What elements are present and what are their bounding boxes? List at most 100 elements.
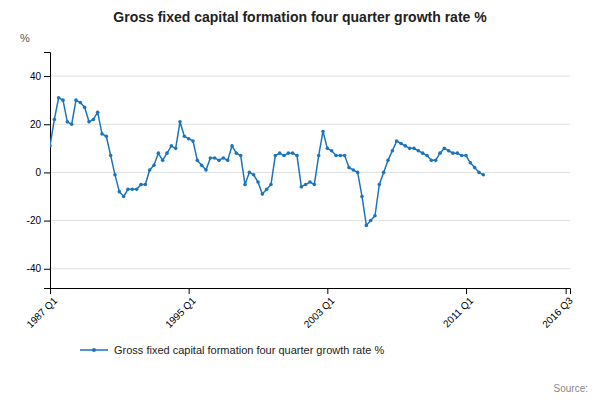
grid-line: [50, 76, 570, 77]
point: [174, 147, 178, 151]
point: [421, 151, 425, 155]
point: [274, 154, 278, 158]
point: [256, 180, 260, 184]
point: [386, 159, 390, 163]
point: [165, 151, 169, 155]
legend: Gross fixed capital formation four quart…: [80, 344, 384, 356]
point: [417, 149, 421, 153]
point: [79, 101, 83, 105]
x-tick-mark: [327, 288, 328, 294]
y-tick-mark: [44, 124, 50, 125]
point: [265, 187, 269, 191]
point: [460, 154, 464, 158]
point: [226, 159, 230, 163]
point: [83, 106, 87, 110]
point: [139, 183, 143, 187]
y-tick: 40: [30, 71, 50, 82]
point: [469, 161, 473, 165]
y-axis: -40-2002040: [27, 53, 51, 289]
point: [217, 159, 221, 163]
point: [295, 154, 299, 158]
point: [313, 183, 317, 187]
grid: [50, 76, 570, 269]
x-axis-line: [51, 289, 571, 295]
title: Gross fixed capital formation four quart…: [113, 9, 487, 25]
point: [482, 173, 486, 177]
x-tick-mark: [566, 288, 567, 294]
point: [183, 134, 187, 138]
point: [66, 120, 70, 124]
grid-line: [50, 268, 570, 269]
x-tick: 2011 Q1: [441, 288, 476, 329]
point: [222, 156, 226, 160]
x-tick: 1995 Q1: [163, 288, 198, 330]
point: [378, 183, 382, 187]
line: [50, 98, 483, 226]
point: [447, 149, 451, 153]
point: [248, 171, 252, 175]
point: [330, 149, 334, 153]
y-tick-label: 0: [35, 167, 41, 178]
point: [235, 151, 239, 155]
point: [243, 183, 247, 187]
point: [170, 144, 174, 148]
point: [321, 130, 325, 134]
point: [209, 156, 213, 160]
point: [148, 168, 152, 172]
point: [434, 159, 438, 163]
legend-marker: [92, 348, 96, 352]
y-tick-mark: [44, 221, 50, 222]
point: [438, 151, 442, 155]
point: [334, 154, 338, 158]
point: [477, 171, 481, 175]
point: [204, 168, 208, 172]
point: [278, 151, 282, 155]
point: [317, 154, 321, 158]
grid-line: [50, 124, 570, 125]
point: [87, 120, 91, 124]
point: [196, 159, 200, 163]
y-tick: -40: [27, 263, 50, 274]
y-tick-label: 40: [30, 71, 42, 82]
point: [152, 163, 156, 167]
point: [157, 151, 161, 155]
x-tick-mark: [189, 288, 190, 294]
point: [122, 195, 126, 199]
point: [74, 98, 78, 102]
point: [92, 118, 96, 122]
x-tick: 1987 Q1: [24, 288, 59, 330]
point: [252, 173, 256, 177]
point: [456, 151, 460, 155]
point: [430, 159, 434, 163]
point: [100, 132, 104, 136]
point: [70, 122, 74, 126]
point: [343, 154, 347, 158]
point: [230, 144, 234, 148]
point: [347, 166, 351, 170]
point: [50, 144, 52, 148]
plot: -40-20020401987 Q11995 Q12003 Q12011 Q12…: [24, 53, 575, 330]
point: [443, 147, 447, 151]
point: [352, 168, 356, 172]
point: [395, 139, 399, 143]
x-tick-label: 1987 Q1: [24, 295, 59, 330]
point: [61, 98, 65, 102]
point: [326, 147, 330, 151]
y-tick-label: -20: [27, 215, 42, 226]
point: [191, 139, 195, 143]
x-tick-label: 2016 Q3: [540, 295, 575, 330]
x-tick-label: 2003 Q1: [302, 295, 337, 330]
point: [412, 147, 416, 151]
point: [53, 118, 57, 122]
point: [425, 154, 429, 158]
chart: -40-20020401987 Q11995 Q12003 Q12011 Q12…: [0, 0, 600, 400]
point: [269, 183, 273, 187]
x-tick-label: 1995 Q1: [163, 295, 198, 330]
x-tick: 2003 Q1: [302, 288, 337, 330]
point: [308, 180, 312, 184]
y-axis-line: [44, 53, 51, 289]
point: [399, 142, 403, 146]
x-tick-mark: [50, 288, 51, 294]
point: [291, 151, 295, 155]
point: [118, 190, 122, 194]
